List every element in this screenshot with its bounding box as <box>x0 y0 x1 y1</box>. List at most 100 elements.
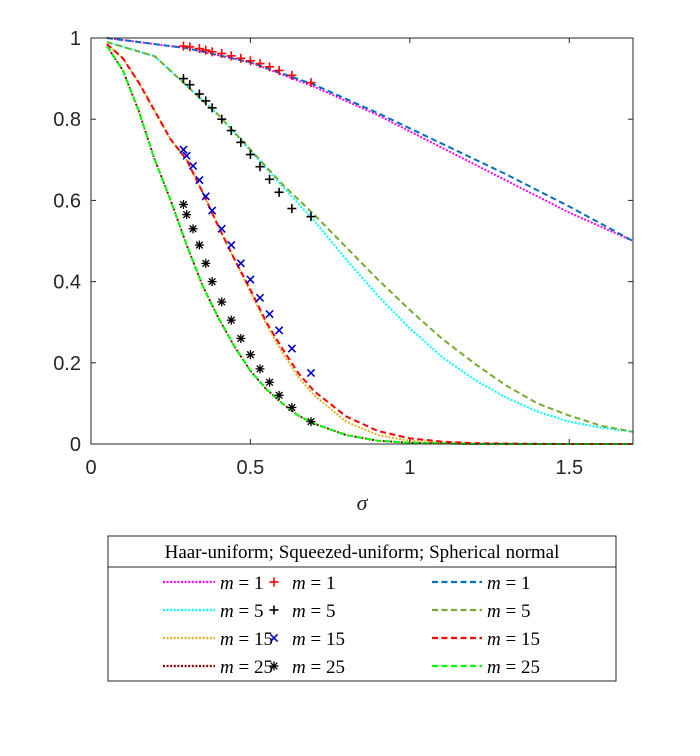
legend-entry-haar-uniform-m-1: m = 1 <box>163 573 263 594</box>
data-point <box>236 333 246 343</box>
data-point <box>255 293 265 303</box>
data-point <box>265 309 274 319</box>
data-point <box>207 277 217 287</box>
data-point <box>274 326 284 335</box>
squeezed-uniform-m-1-markers <box>178 41 316 88</box>
data-point <box>245 150 255 160</box>
x-tick-label: 1.5 <box>555 457 583 479</box>
y-tick-label: 0.2 <box>53 353 81 375</box>
data-point <box>306 212 316 222</box>
legend-entries: m = 1 m = 5 m = 15 m = 25 m = 1 m = 5 m = 15 m … <box>163 573 540 678</box>
data-point <box>226 315 236 325</box>
data-point <box>201 192 210 201</box>
data-point <box>201 96 211 106</box>
x-tick-label: 0.5 <box>237 457 265 479</box>
data-point <box>217 48 227 58</box>
data-point <box>274 65 284 75</box>
data-point <box>217 224 226 233</box>
spherical-normal-m-5-line <box>106 41 634 433</box>
x-tick-label: 1 <box>404 457 415 479</box>
data-point <box>274 390 284 400</box>
data-point <box>265 377 275 387</box>
data-point <box>287 344 297 353</box>
legend-label: m = 25 <box>220 657 273 678</box>
legend-label: m = 15 <box>220 629 273 650</box>
haar-uniform-m-1-line <box>106 37 634 242</box>
data-point <box>255 162 265 172</box>
legend: Haar-uniform; Squeezed-uniform; Spherica… <box>107 535 617 682</box>
y-tick-label: 0.8 <box>53 109 81 131</box>
data-point <box>236 259 246 268</box>
data-point <box>178 74 188 84</box>
legend-entry-squeezed-uniform-m-15: m = 15 <box>269 629 345 650</box>
data-point <box>178 41 188 51</box>
legend-title: Haar-uniform; Squeezed-uniform; Spherica… <box>165 542 560 563</box>
legend-entry-haar-uniform-m-15: m = 15 <box>163 629 273 650</box>
legend-label: m = 5 <box>220 601 263 622</box>
squeezed-uniform-m-25-markers <box>178 199 316 427</box>
squeezed-uniform-m-15-markers <box>179 145 316 378</box>
legend-entry-haar-uniform-m-5: m = 5 <box>163 601 263 622</box>
data-point <box>217 114 227 124</box>
data-point <box>188 224 198 234</box>
legend-entry-spherical-normal-m-1: m = 1 <box>432 573 530 594</box>
plot-area-background <box>91 38 633 444</box>
spherical-normal-m-25-line <box>106 45 633 445</box>
data-point <box>217 297 227 307</box>
data-point <box>207 206 217 215</box>
data-point <box>195 175 204 185</box>
legend-label: m = 1 <box>487 573 530 594</box>
legend-label: m = 5 <box>292 601 335 622</box>
data-point <box>245 350 255 360</box>
data-point <box>194 240 204 250</box>
data-point <box>201 258 211 268</box>
data-point <box>287 402 297 412</box>
squeezed-uniform-m-5-markers <box>178 74 316 222</box>
data-point <box>236 137 246 147</box>
series-markers <box>178 41 316 427</box>
data-point <box>201 45 211 55</box>
data-point <box>194 44 204 54</box>
legend-entry-squeezed-uniform-m-5: m = 5 <box>269 601 335 622</box>
legend-entry-spherical-normal-m-25: m = 25 <box>432 657 540 678</box>
data-point <box>255 364 265 374</box>
series-lines <box>106 37 634 445</box>
legend-label: m = 15 <box>292 629 345 650</box>
haar-uniform-m-15-line <box>106 43 633 445</box>
x-axis-label: σ <box>357 490 369 515</box>
legend-marker <box>269 661 279 671</box>
legend-label: m = 5 <box>487 601 530 622</box>
data-point <box>265 62 275 72</box>
legend-entry-spherical-normal-m-15: m = 15 <box>432 629 540 650</box>
y-tick-label: 1 <box>70 28 81 50</box>
data-point <box>245 56 255 66</box>
data-point <box>255 59 265 69</box>
data-point <box>179 145 188 154</box>
data-point <box>185 42 195 52</box>
axis-tick-labels: 0 0.5 1 1.5 0 0.2 0.4 0.6 0.8 1 <box>53 28 583 479</box>
legend-entry-spherical-normal-m-5: m = 5 <box>432 601 530 622</box>
data-point <box>182 151 191 160</box>
legend-label: m = 1 <box>292 573 335 594</box>
data-point <box>236 53 246 63</box>
legend-entry-squeezed-uniform-m-1: m = 1 <box>269 573 335 594</box>
axis-ticks <box>90 37 633 445</box>
data-point <box>306 368 316 378</box>
data-point <box>226 51 236 61</box>
data-point <box>194 89 204 99</box>
legend-marker <box>269 633 279 643</box>
data-point <box>207 47 217 57</box>
legend-label: m = 15 <box>487 629 540 650</box>
spherical-normal-m-15-line <box>106 43 633 445</box>
data-point <box>246 275 255 284</box>
data-point <box>188 161 198 171</box>
legend-entry-squeezed-uniform-m-25: m = 25 <box>269 657 345 678</box>
data-point <box>178 199 188 209</box>
data-point <box>287 70 297 80</box>
haar-uniform-m-5-line <box>106 41 634 433</box>
data-point <box>274 187 284 197</box>
legend-box <box>107 535 617 682</box>
data-point <box>306 78 316 88</box>
data-point <box>185 80 195 90</box>
